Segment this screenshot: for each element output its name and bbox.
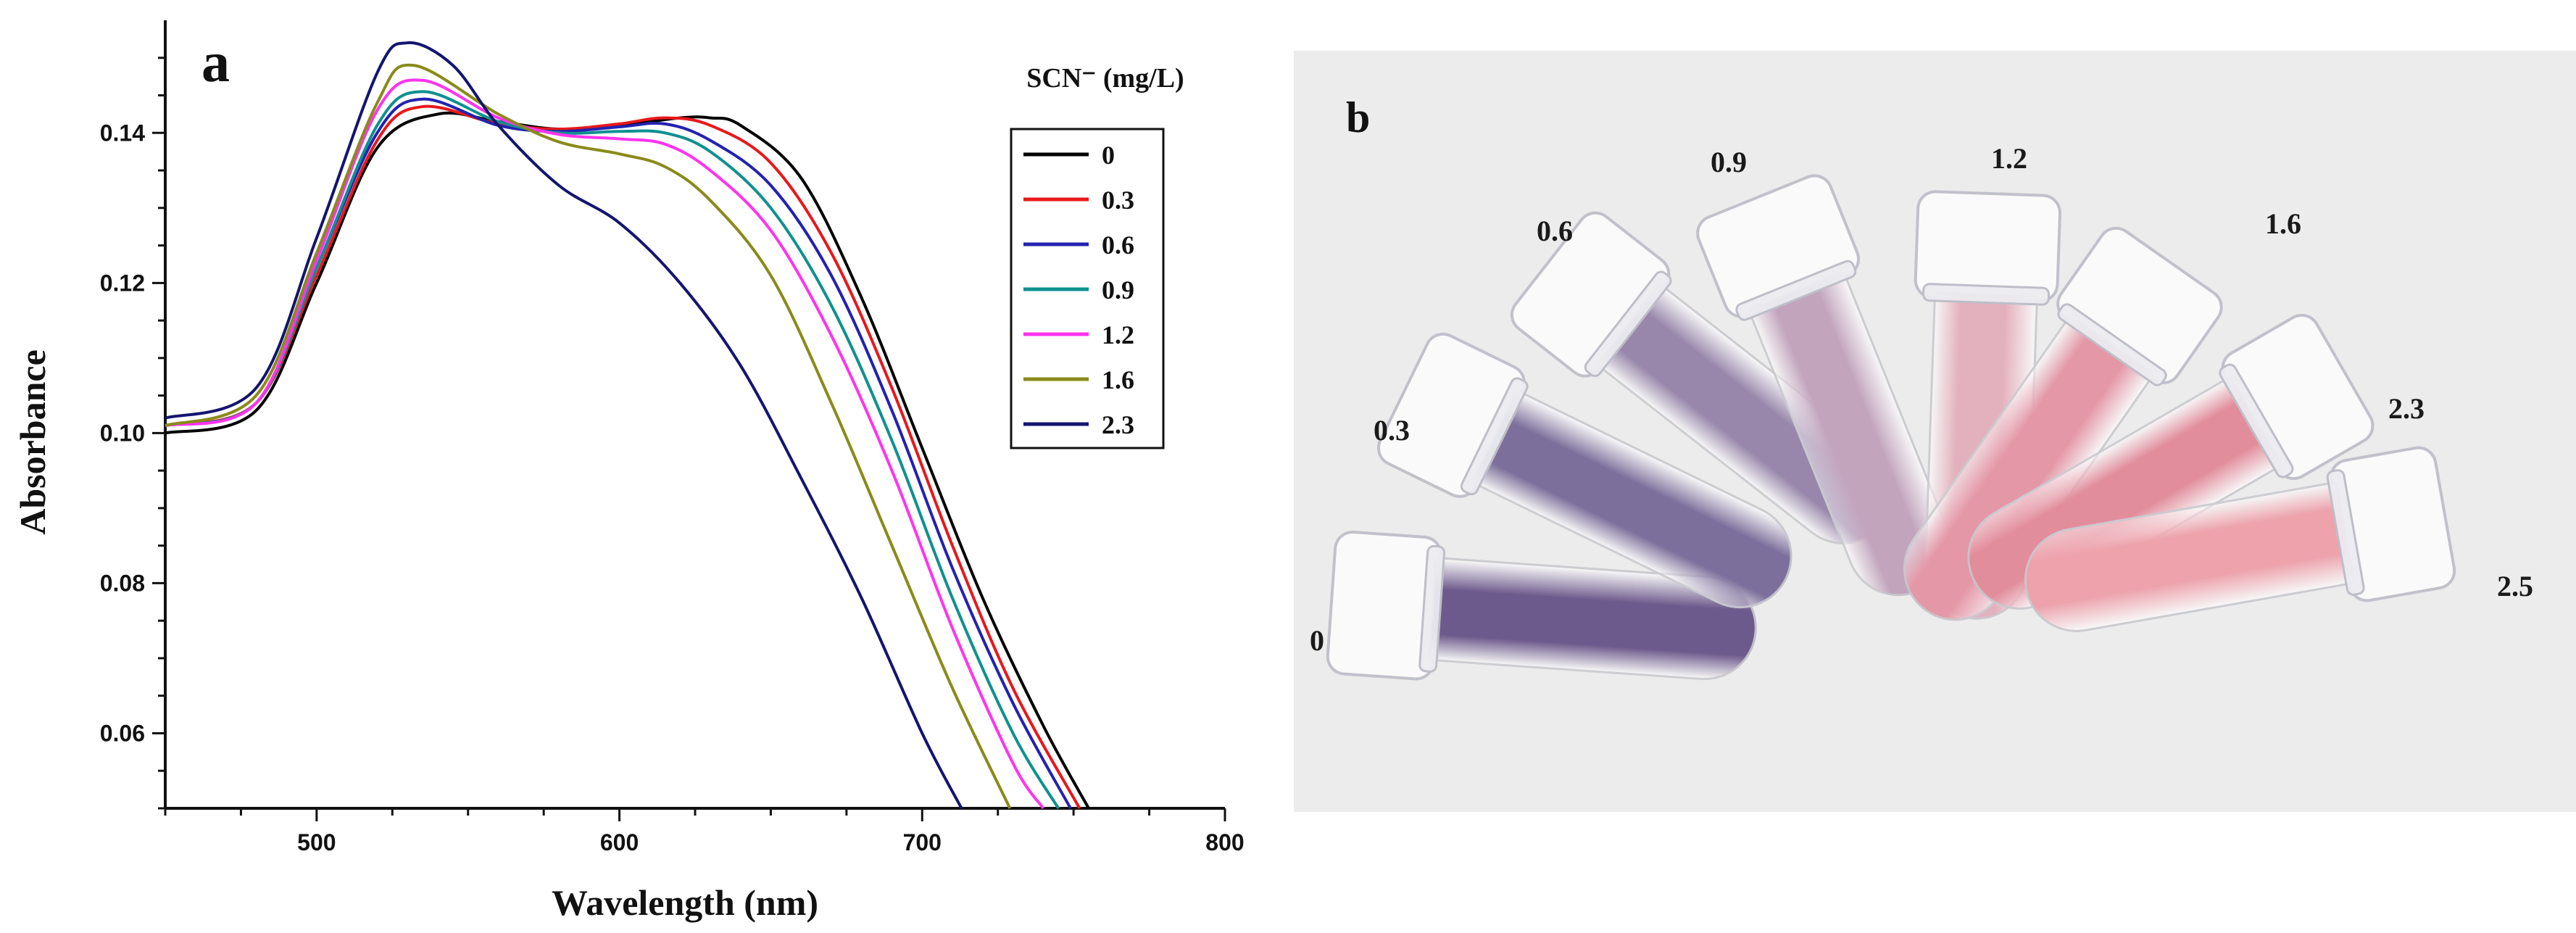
legend: 0 0.3 0.6 0.9 1.2 1.6 2.3 (1023, 141, 1134, 439)
legend-label-0: 0 (1102, 141, 1115, 170)
series-line-0 (165, 111, 1090, 809)
y-tick-label: 0.06 (100, 720, 145, 746)
panel-letter-b: b (1346, 94, 1371, 141)
tube-label-1.2: 1.2 (1991, 142, 2027, 175)
y-axis-label: Absorbance (12, 349, 53, 535)
y-tick-label: 0.14 (100, 120, 145, 146)
series-line-2.3 (165, 41, 963, 809)
plot-area: 500 600 700 800 0.06 0.08 0.10 0.12 0.14 (100, 20, 1245, 855)
x-tick-label: 700 (903, 829, 942, 855)
legend-label-1.6: 1.6 (1102, 365, 1134, 394)
tube-label-0.9: 0.9 (1711, 146, 1747, 178)
tube-label-0.6: 0.6 (1537, 215, 1573, 247)
legend-label-1.2: 1.2 (1102, 320, 1134, 349)
x-axis-label: Wavelength (nm) (552, 882, 818, 923)
x-tick-label: 800 (1205, 829, 1244, 855)
y-tick-label: 0.10 (100, 420, 145, 446)
series-line-1.2 (165, 78, 1045, 810)
tube-label-2.3: 2.3 (2388, 392, 2425, 425)
tube-label-0: 0 (1310, 624, 1324, 657)
series-line-0.9 (165, 90, 1060, 810)
tube-label-2.5: 2.5 (2497, 570, 2533, 602)
y-tick-label: 0.12 (100, 270, 145, 296)
legend-title: SCN⁻ (mg/L) (1026, 63, 1184, 94)
legend-label-2.3: 2.3 (1102, 410, 1134, 439)
absorbance-chart: a 500 600 700 800 0.06 0.08 0.10 0.12 0.14 Wavel… (12, 20, 1245, 923)
tubes-photo: b 0 0.3 0.6 0.9 1.2 1.6 2.3 2.5 (1294, 51, 2576, 812)
series-line-0.6 (165, 97, 1072, 809)
tube-label-0.3: 0.3 (1374, 414, 1410, 447)
panel-letter-a: a (201, 30, 230, 94)
legend-label-0.6: 0.6 (1102, 231, 1134, 260)
series-line-1.6 (165, 63, 1012, 809)
x-tick-label: 600 (600, 829, 639, 855)
series-line-0.3 (165, 104, 1081, 809)
legend-label-0.3: 0.3 (1102, 186, 1134, 215)
y-tick-label: 0.08 (100, 570, 145, 596)
tube-label-1.6: 1.6 (2265, 207, 2301, 240)
x-tick-label: 500 (297, 829, 336, 855)
legend-label-0.9: 0.9 (1102, 275, 1134, 304)
